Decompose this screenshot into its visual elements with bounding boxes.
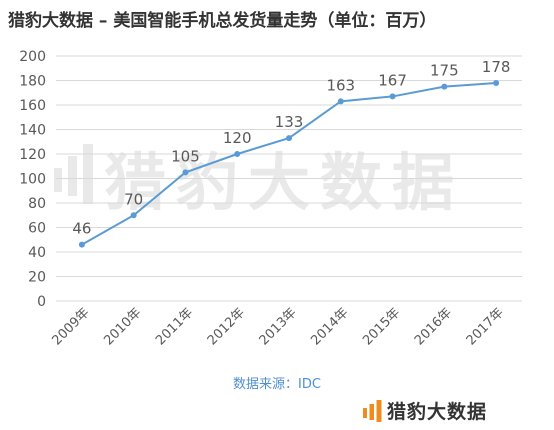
data-label: 120 [223,129,252,147]
y-tick-label: 120 [19,147,46,163]
data-label: 46 [72,220,91,238]
data-point [78,241,85,248]
y-tick-label: 140 [19,123,46,139]
x-tick-label: 2016年 [412,305,455,348]
x-tick-label: 2017年 [464,305,507,348]
y-tick-label: 60 [28,221,46,237]
x-tick-label: 2015年 [360,305,403,348]
watermark-logo-icon [54,144,93,204]
data-point [441,83,448,90]
brand-logo: 猎豹大数据 [362,397,487,424]
y-tick-label: 20 [28,270,46,286]
gridlines [56,55,522,302]
watermark-text: 猎豹大数据 [104,146,465,219]
data-point [493,79,500,86]
y-tick-label: 80 [28,196,46,212]
data-point [234,151,241,157]
data-label: 175 [430,62,459,80]
y-tick-label: 0 [37,294,46,310]
data-point [337,98,344,105]
data-point [389,93,396,100]
x-tick-label: 2009年 [50,305,93,348]
data-label: 167 [378,71,407,89]
data-label: 163 [326,76,355,94]
y-tick-label: 100 [19,172,46,188]
x-axis-ticks: 2009年 2010年 2011年 2012年 2013年 2014年 2015年 2016年… [50,305,507,348]
series-line [81,81,497,246]
data-label: 70 [124,190,143,208]
x-tick-label: 2014年 [308,305,351,348]
series-layer [78,79,500,248]
brand-logo-text: 猎豹大数据 [387,401,488,423]
data-source-note: 数据来源：IDC [233,377,321,392]
data-label: 133 [275,113,304,131]
x-tick-label: 2010年 [101,305,144,348]
y-axis-ticks: 0 20 40 60 80 100 120 140 160 180 200 [19,49,46,310]
y-tick-label: 160 [19,98,46,114]
data-label: 178 [482,58,511,76]
x-tick-label: 2011年 [153,305,196,348]
y-tick-label: 180 [19,74,46,90]
data-point [130,212,137,219]
brand-logo-icon [363,399,382,422]
chart-title: 猎豹大数据 – 美国智能手机总发货量走势（单位：百万） [8,11,437,31]
x-tick-label: 2012年 [205,305,248,348]
data-point [286,135,292,142]
data-point [182,169,189,176]
y-tick-label: 200 [19,49,46,65]
x-tick-label: 2013年 [257,305,300,348]
data-labels: 46 70 105 120 133 163 167 175 178 [72,58,510,238]
y-tick-label: 40 [28,245,46,261]
data-label: 105 [171,147,200,165]
